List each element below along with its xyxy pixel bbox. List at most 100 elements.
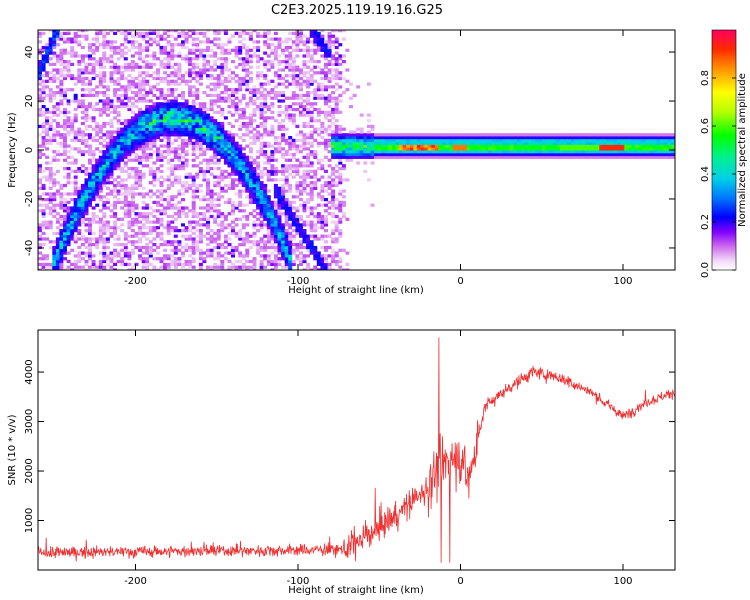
spectrogram-cell [191, 158, 196, 162]
spectrogram-cell [148, 248, 153, 252]
spectrogram-cell [166, 257, 171, 261]
spectrogram-cell [48, 138, 53, 143]
spectrogram-cell [177, 127, 182, 131]
spectrogram-cell [349, 82, 353, 86]
spectrogram-cell [55, 237, 60, 241]
spectrogram-cell [113, 164, 118, 168]
spectrogram-cell [552, 141, 557, 145]
spectrogram-cell [55, 34, 60, 38]
spectrogram-cell [188, 234, 193, 238]
spectrogram-cell [538, 150, 543, 154]
spectrogram-cell [45, 119, 50, 123]
spectrogram-cell [309, 40, 314, 44]
spectrogram-cell [281, 178, 286, 182]
spectrogram-cell [559, 136, 564, 140]
spectrogram-cell [288, 206, 293, 210]
spectrogram-cell [256, 48, 261, 52]
spectrogram-cell [538, 152, 543, 157]
spectrogram-cell [88, 203, 92, 207]
spectrogram-cell [395, 152, 400, 157]
spectrogram-cell [309, 220, 314, 224]
spectrogram-cell [599, 152, 604, 157]
spectrogram-cell [306, 85, 311, 89]
spectrogram-cell [545, 141, 550, 145]
spectrogram-cell [152, 172, 157, 176]
spectrogram-cell [41, 262, 46, 267]
spectrogram-cell [302, 229, 307, 233]
spectrogram-cell [277, 203, 282, 207]
spectrogram-cell [324, 248, 328, 252]
spectrogram-cell [424, 152, 429, 157]
spectrogram-cell [84, 217, 89, 221]
spectrogram-cell [331, 133, 336, 137]
spectrogram-cell [48, 76, 53, 81]
spectrogram-cell [223, 116, 228, 120]
spectrogram-cell [184, 158, 189, 162]
spectrogram-cell [84, 119, 89, 123]
spectrogram-cell [91, 259, 96, 264]
spectrogram-cell [48, 30, 53, 33]
spectrogram-cell [170, 195, 175, 199]
spectrogram-cell [270, 65, 275, 69]
spectrogram-cell [177, 189, 182, 193]
spectrogram-cell [259, 214, 264, 219]
spectrogram-cell [542, 155, 547, 159]
spectrogram-cell [434, 141, 439, 145]
spectrogram-cell [534, 150, 539, 154]
spectrogram-cell [116, 96, 121, 100]
spectrogram-cell [270, 172, 275, 176]
spectrogram-cell [295, 93, 300, 98]
spectrogram-cell [209, 105, 214, 109]
spectrogram-cell [256, 71, 261, 75]
spectrogram-cell [195, 147, 200, 151]
spectrogram-cell [173, 127, 178, 131]
spectrogram-cell [123, 91, 128, 95]
spectrogram-cell [73, 99, 78, 103]
spectrogram-cell [130, 40, 135, 44]
spectrogram-cell [177, 105, 182, 109]
spectrogram-cell [123, 262, 128, 267]
spectrogram-cell [202, 136, 207, 140]
spectrogram-cell [270, 229, 275, 233]
spectrogram-cell [52, 31, 57, 36]
spectrogram-cell [80, 257, 85, 261]
spectrogram-cell [163, 198, 168, 202]
spectrogram-cell [102, 152, 107, 157]
spectrogram-cell [84, 262, 89, 267]
spectrogram-cell [134, 223, 139, 227]
spectrogram-cell [45, 167, 50, 171]
spectrogram-cell [130, 79, 135, 83]
spectrogram-cell [66, 178, 71, 182]
spectrogram-cell [288, 200, 293, 205]
spectrogram-cell [338, 62, 343, 67]
spectrogram-cell [41, 223, 46, 227]
spectrogram-cell [188, 209, 193, 213]
spectrogram-cell [316, 85, 321, 89]
spectrogram-cell [227, 251, 232, 255]
spectrogram-cell [41, 31, 46, 36]
spectrogram-cell [563, 133, 568, 137]
spectrogram-cell [309, 57, 314, 61]
spectrogram-cell [77, 189, 82, 193]
spectrogram-cell [159, 124, 164, 129]
spectrogram-cell [213, 31, 218, 36]
spectrogram-cell [449, 144, 454, 148]
spectrogram-cell [38, 229, 42, 233]
spectrogram-cell [123, 164, 128, 168]
spectrogram-cell [159, 91, 164, 95]
spectrogram-cell [145, 265, 150, 269]
spectrogram-cell [148, 231, 153, 236]
spectrogram-cell [445, 155, 450, 159]
spectrogram-cell [55, 181, 60, 185]
spectrogram-cell [349, 105, 353, 109]
spectrogram-cell [302, 107, 307, 112]
spectrogram-cell [80, 265, 85, 269]
spectrogram-cell [41, 152, 46, 157]
spectrogram-cell [66, 31, 71, 36]
spectrogram-cell [48, 212, 53, 216]
spectrogram-cell [331, 34, 336, 38]
spectrogram-cell [306, 265, 311, 269]
spectrogram-cell [470, 150, 475, 154]
spectrogram-cell [105, 133, 110, 137]
spectrogram-cell [295, 82, 300, 86]
